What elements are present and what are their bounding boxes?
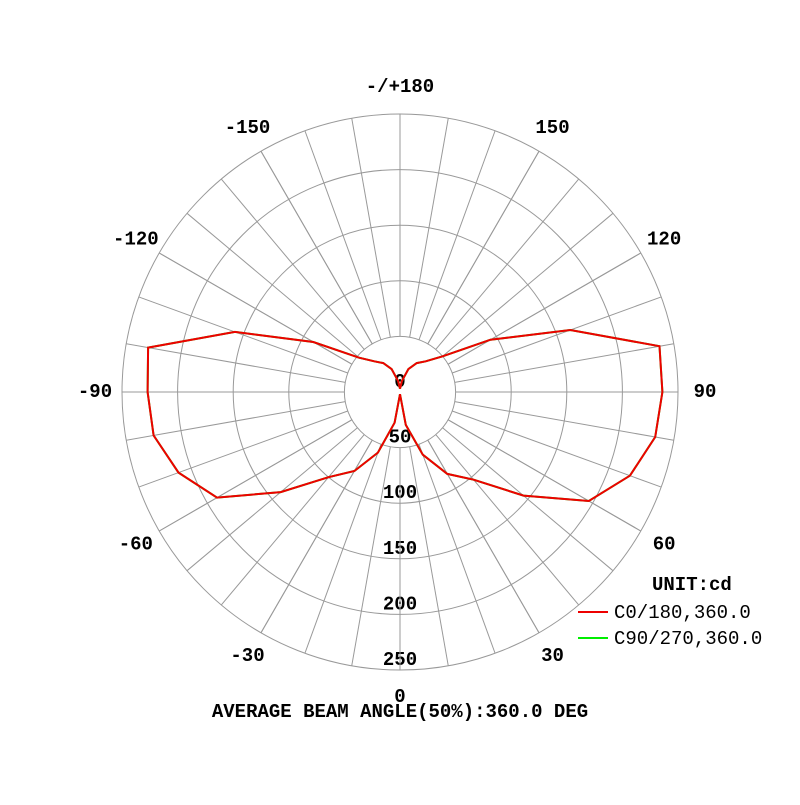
angle-tick-label: -90: [78, 381, 112, 403]
angle-tick-label: 120: [647, 229, 681, 251]
angle-grid-line: [158, 419, 353, 532]
angle-tick-label: 150: [535, 117, 569, 139]
angle-tick-label: -120: [113, 229, 159, 251]
angle-grid-line: [158, 252, 353, 365]
angle-tick-label: -/+180: [366, 76, 434, 98]
angle-tick-label: 60: [653, 534, 676, 556]
angle-tick-label: 30: [541, 645, 564, 667]
legend-label: C0/180,360.0: [614, 602, 751, 624]
r-tick-label: 50: [389, 427, 412, 449]
angle-tick-label: 0: [394, 686, 405, 708]
r-tick-label: 0: [394, 371, 405, 393]
angle-grid-line: [260, 439, 373, 634]
angle-tick-label: -60: [119, 534, 153, 556]
angle-grid-line: [447, 419, 642, 532]
angle-tick-label: -150: [225, 117, 271, 139]
angle-grid-line: [260, 150, 373, 345]
angle-tick-label: -30: [230, 645, 264, 667]
footer: AVERAGE BEAM ANGLE(50%):360.0 DEG: [212, 701, 588, 723]
angle-tick-label: 90: [694, 381, 717, 403]
legend-label: C90/270,360.0: [614, 628, 762, 650]
unit-label: UNIT:cd: [652, 574, 732, 596]
angle-grid-line: [447, 252, 642, 365]
angle-grid-line: [427, 150, 540, 345]
series-line: [146, 328, 664, 503]
